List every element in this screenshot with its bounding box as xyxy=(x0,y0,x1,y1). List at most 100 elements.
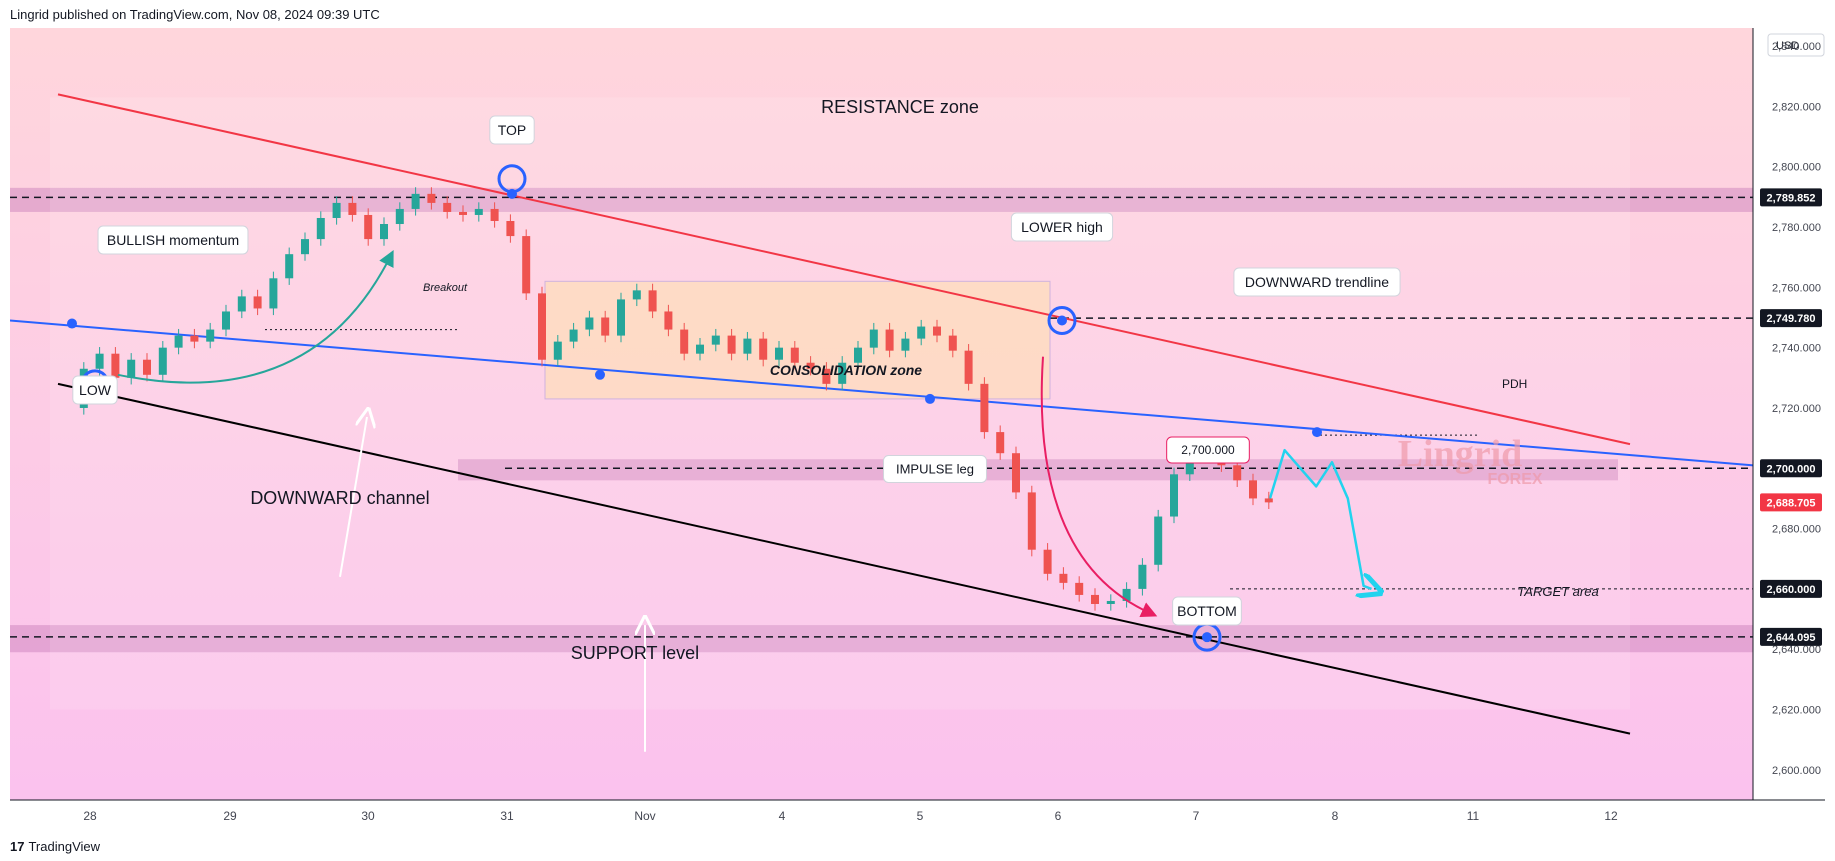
anchor-dot[interactable] xyxy=(1312,427,1322,438)
level-box-label: 2,700.000 xyxy=(1166,436,1250,464)
tradingview-brand: TradingView xyxy=(28,839,101,854)
impulse-leg-label: IMPULSE leg xyxy=(883,455,987,483)
candle-body xyxy=(237,296,246,312)
candle-body xyxy=(395,208,404,225)
candle-body xyxy=(664,311,673,330)
candle-body xyxy=(95,353,104,369)
chart-area[interactable]: RESISTANCE zone TOP BULLISH momentum Breako… xyxy=(10,28,1825,831)
anchor-dot[interactable] xyxy=(1057,315,1067,326)
y-tick-label: 2,800.000 xyxy=(1772,162,1821,174)
candle-body xyxy=(190,335,199,342)
candle-body xyxy=(1264,498,1273,503)
candle-body xyxy=(727,335,736,354)
anchor-dot[interactable] xyxy=(925,393,935,404)
y-tick-label: 2,720.000 xyxy=(1772,403,1821,415)
candle-body xyxy=(569,329,578,342)
impulse-leg-label-text: IMPULSE leg xyxy=(896,462,974,477)
candle-body xyxy=(1043,549,1052,574)
forex-watermark: FOREX xyxy=(1487,471,1542,488)
candle-body xyxy=(743,338,752,354)
anchor-dot[interactable] xyxy=(1202,632,1212,643)
anchor-dot[interactable] xyxy=(507,188,517,199)
x-tick-label: 29 xyxy=(223,809,237,823)
candle-body xyxy=(933,326,941,336)
currency-label: USD xyxy=(1776,40,1799,52)
candle-body xyxy=(332,202,341,218)
candle-body xyxy=(854,347,862,363)
candle-body xyxy=(222,311,230,330)
tradingview-icon: 17 xyxy=(10,839,25,854)
lower-high-marker[interactable] xyxy=(1047,306,1077,336)
y-tick-label: 2,740.000 xyxy=(1772,343,1821,355)
candle-body xyxy=(253,296,262,309)
candle-body xyxy=(538,293,546,360)
candle-body xyxy=(459,211,467,215)
price-label: 2,688.705 xyxy=(1767,497,1816,509)
top-label-text: TOP xyxy=(498,122,527,138)
candle-body xyxy=(585,317,594,330)
bottom-label-text: BOTTOM xyxy=(1177,603,1237,619)
candle-body xyxy=(1122,588,1131,601)
support-level-label: SUPPORT level xyxy=(571,643,699,663)
candle-body xyxy=(506,221,515,237)
downward-trendline-label-text: DOWNWARD trendline xyxy=(1245,274,1389,290)
candle-body xyxy=(869,329,878,348)
support-band xyxy=(10,625,1753,653)
channel-arrow xyxy=(339,417,367,578)
candle-body xyxy=(1027,492,1036,550)
x-tick-label: 28 xyxy=(83,809,97,823)
candle-body xyxy=(158,347,167,375)
candle-body xyxy=(301,239,309,255)
candle-body xyxy=(806,362,815,369)
level-band-2700 xyxy=(458,459,1618,481)
bottom-label: BOTTOM xyxy=(1172,596,1242,626)
level-box-label-text: 2,700.000 xyxy=(1181,443,1235,457)
candle-body xyxy=(1154,516,1163,565)
candle-body xyxy=(443,202,452,212)
candle-body xyxy=(1059,573,1068,583)
currency-box[interactable] xyxy=(1767,33,1825,57)
projection-area xyxy=(50,97,1630,710)
candle-body xyxy=(680,329,689,354)
y-tick-label: 2,640.000 xyxy=(1772,644,1821,656)
candle-body xyxy=(411,193,420,209)
candle-body xyxy=(348,202,357,215)
anchor-dot[interactable] xyxy=(67,318,77,329)
y-tick-label: 2,760.000 xyxy=(1772,282,1821,294)
lower-high-label-box xyxy=(1010,212,1114,242)
candle-body xyxy=(553,341,562,360)
candle-body xyxy=(1012,453,1020,493)
candle-body xyxy=(822,368,831,384)
candle-body xyxy=(917,326,926,339)
candle-body xyxy=(711,335,720,345)
candle-body xyxy=(143,359,151,375)
bullish-momentum-label-box xyxy=(97,225,249,255)
price-label-box xyxy=(1760,579,1822,598)
price-chart[interactable]: RESISTANCE zone TOP BULLISH momentum Breako… xyxy=(10,28,1825,831)
target-area-label: TARGET area xyxy=(1517,584,1598,599)
bottom-label-box xyxy=(1172,596,1242,626)
x-tick-label: 30 xyxy=(361,809,375,823)
bullish-momentum-arrow xyxy=(117,250,394,384)
price-label-box xyxy=(1760,309,1822,328)
candle-body xyxy=(364,214,373,240)
candle-body xyxy=(964,350,973,384)
price-axis xyxy=(1753,28,1825,800)
candle-body xyxy=(775,347,783,360)
level-box-label-box xyxy=(1166,436,1250,464)
tradingview-logo[interactable]: 17 TradingView xyxy=(10,839,100,854)
downward-trendline-label: DOWNWARD trendline xyxy=(1233,267,1401,297)
candle-body xyxy=(601,317,610,336)
price-label: 2,700.000 xyxy=(1767,463,1816,475)
x-tick-label: 11 xyxy=(1467,809,1480,823)
anchor-dot[interactable] xyxy=(595,369,605,380)
candle-body xyxy=(174,335,183,348)
candle-body xyxy=(474,208,483,215)
lower-high-label-text: LOWER high xyxy=(1021,219,1103,235)
candle-body xyxy=(1249,480,1257,499)
publication-info: Lingrid published on TradingView.com, No… xyxy=(10,7,380,22)
resistance-trendline xyxy=(57,93,1631,446)
y-tick-label: 2,600.000 xyxy=(1772,765,1821,777)
low-label: LOW xyxy=(72,375,118,405)
downward-trendline-label-box xyxy=(1233,267,1401,297)
